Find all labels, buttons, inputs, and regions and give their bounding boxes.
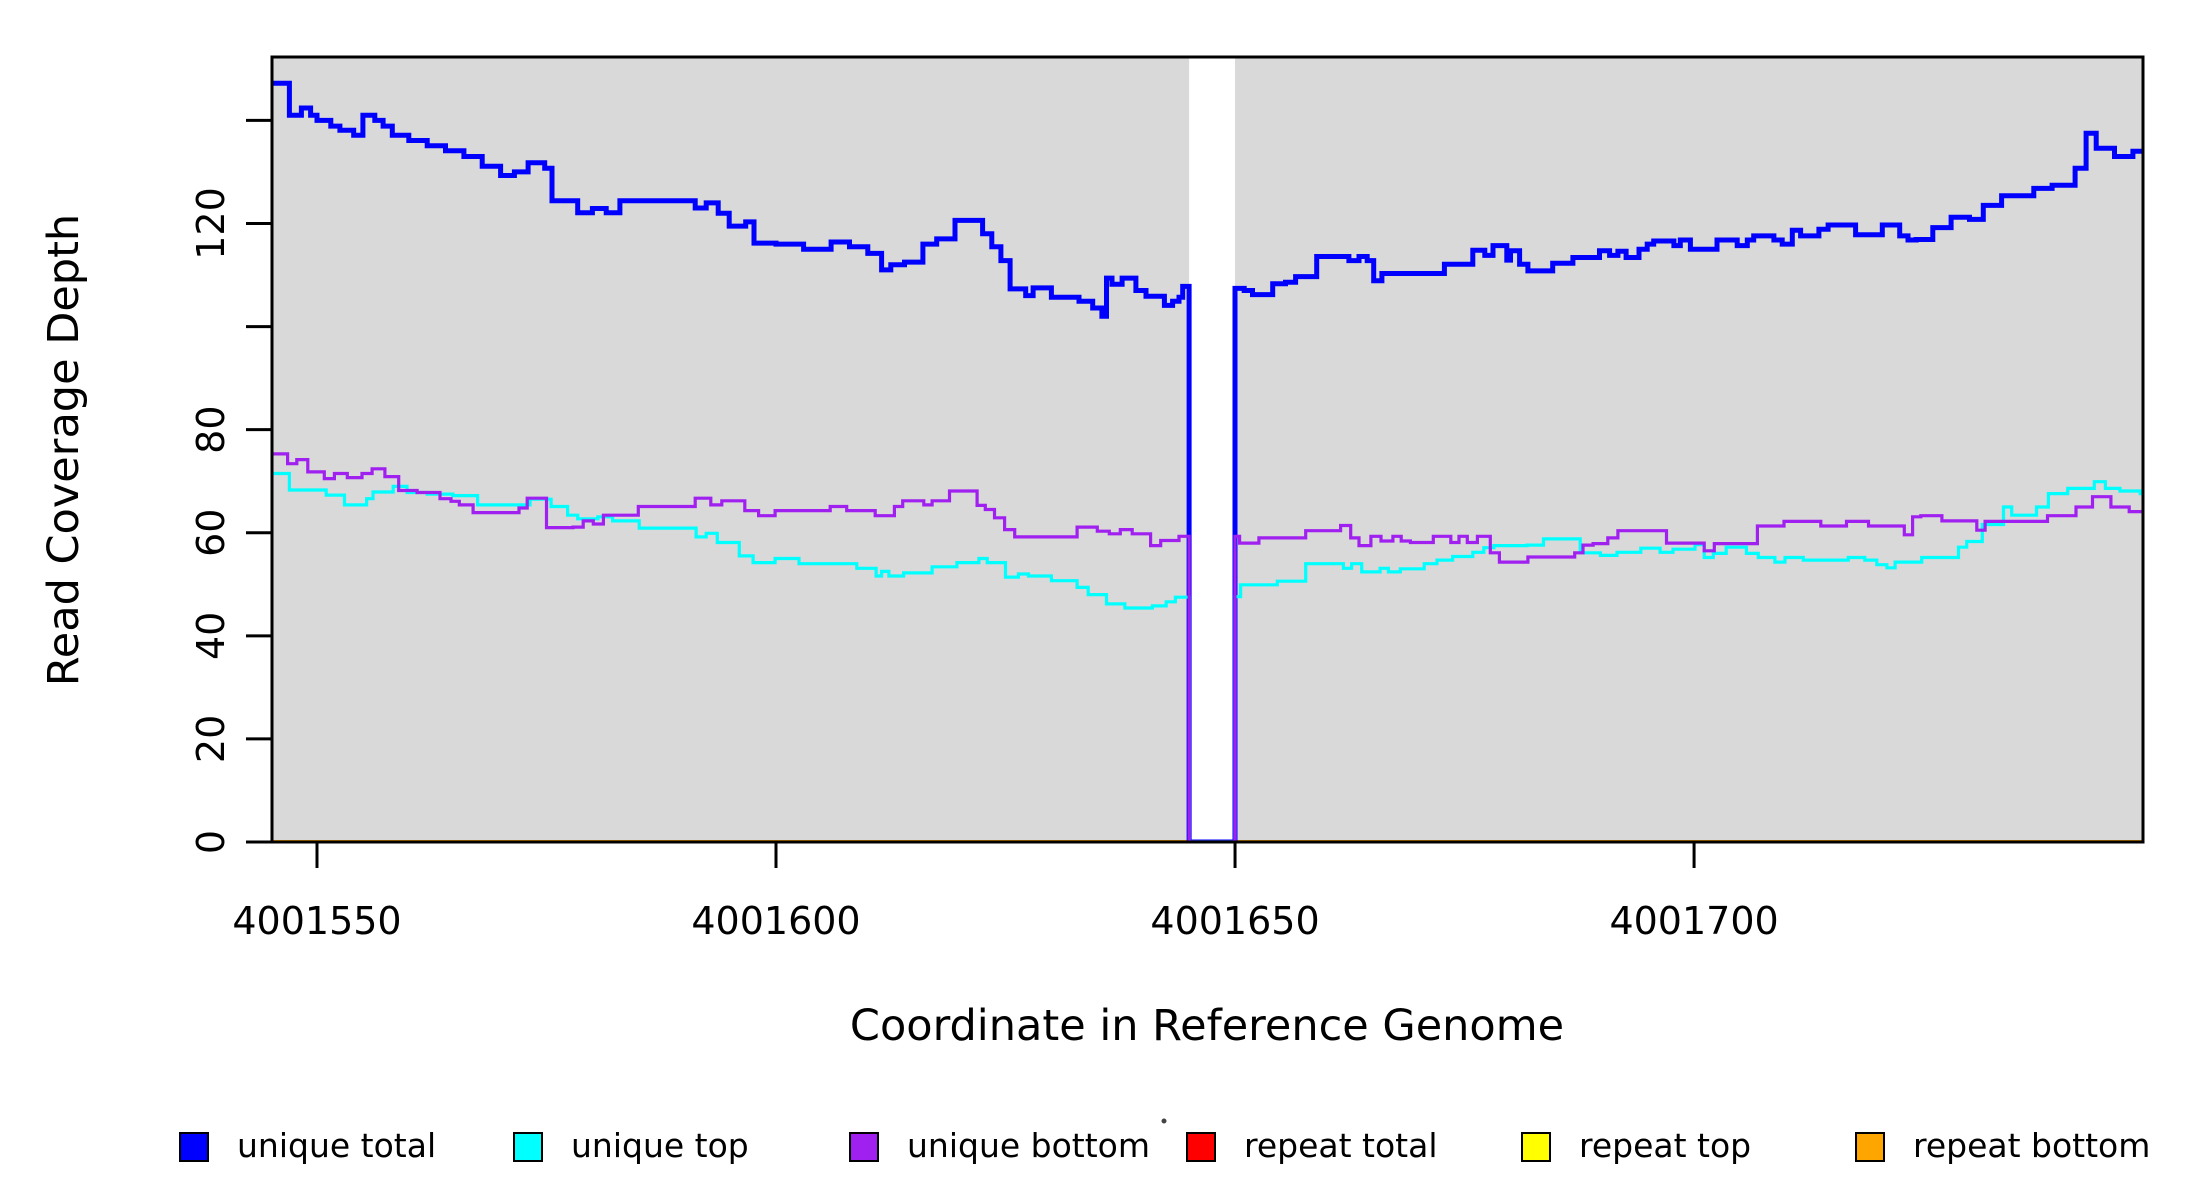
legend-label: unique top	[571, 1126, 749, 1165]
series-unique-bottom	[272, 452, 2143, 842]
series-unique-total	[272, 80, 2143, 842]
legend-item-repeat-bottom: repeat bottom	[1855, 1126, 2150, 1165]
x-axis-title: Coordinate in Reference Genome	[850, 1001, 1564, 1051]
plot-background	[272, 57, 2143, 842]
y-tick-label: 80	[189, 405, 233, 453]
y-tick-label: 60	[189, 509, 233, 557]
y-tick-label: 40	[189, 612, 233, 660]
x-tick-label: 4001700	[1609, 899, 1778, 943]
y-tick-label: 0	[189, 830, 233, 854]
legend-swatch	[513, 1132, 543, 1162]
legend-label: unique total	[237, 1126, 436, 1165]
legend-swatch	[849, 1132, 879, 1162]
legend-label: unique bottom	[907, 1126, 1150, 1165]
x-tick-label: 4001650	[1150, 899, 1319, 943]
legend-item-unique-top: unique top	[513, 1126, 749, 1165]
legend-item-unique-total: unique total	[179, 1126, 436, 1165]
legend-swatch	[1521, 1132, 1551, 1162]
stray-mark	[1161, 1118, 1167, 1124]
x-tick-label: 4001550	[232, 899, 401, 943]
coverage-gap-band	[1189, 57, 1236, 842]
legend-label: repeat top	[1579, 1126, 1751, 1165]
legend-swatch	[179, 1132, 209, 1162]
y-axis-title: Read Coverage Depth	[39, 214, 89, 686]
legend-item-repeat-top: repeat top	[1521, 1126, 1751, 1165]
y-tick-label: 20	[189, 715, 233, 763]
x-tick-label: 4001600	[691, 899, 860, 943]
axes: 4001550 4001600 4001650 4001700 0 20 40 60 80 120	[189, 118, 1779, 943]
legend-label: repeat bottom	[1913, 1126, 2150, 1165]
legend-swatch	[1855, 1132, 1885, 1162]
legend-item-repeat-total: repeat total	[1186, 1126, 1438, 1165]
legend: unique total unique top unique bottom repea…	[179, 1126, 2150, 1165]
legend-item-unique-bottom: unique bottom	[849, 1126, 1150, 1165]
legend-label: repeat total	[1244, 1126, 1438, 1165]
plot-border	[270, 55, 2145, 844]
series-unique-top	[272, 471, 2143, 842]
series-lines	[272, 80, 2143, 842]
legend-swatch	[1186, 1132, 1216, 1162]
y-tick-label: 120	[189, 187, 233, 260]
